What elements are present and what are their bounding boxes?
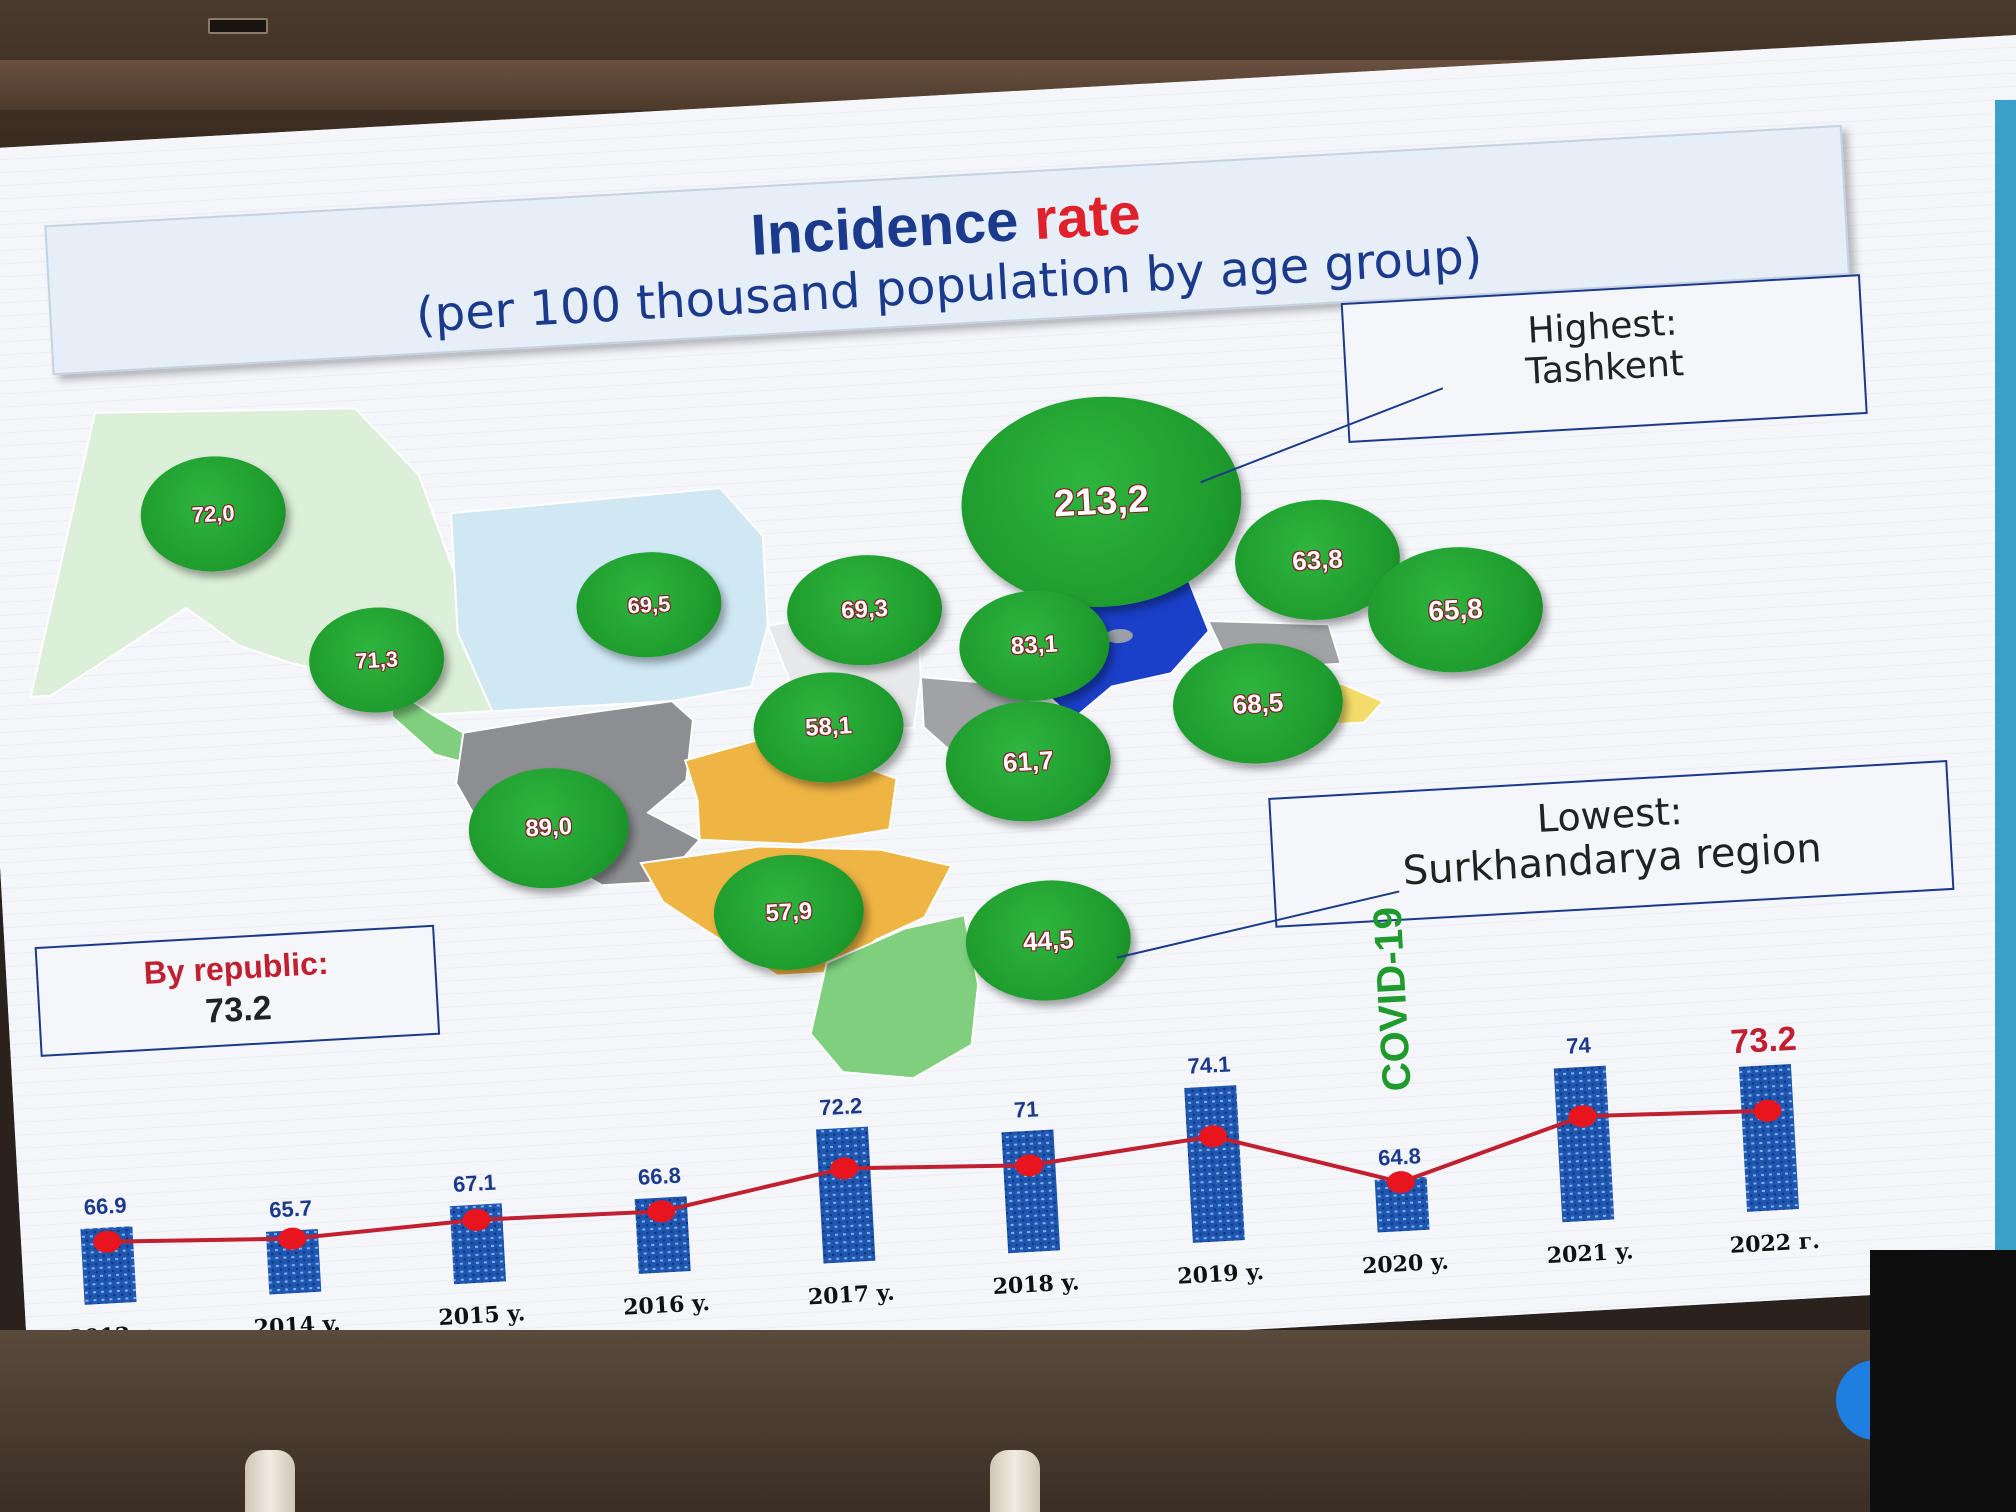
chart-category-label: 2019 y. bbox=[1177, 1259, 1265, 1290]
laptop-foreground bbox=[1870, 1250, 2016, 1512]
chart-value-label: 74.1 bbox=[1187, 1051, 1231, 1078]
chart-category-label: 2022 г. bbox=[1729, 1228, 1820, 1259]
chart-category-label: 2020 y. bbox=[1361, 1249, 1449, 1280]
ceiling-light bbox=[208, 18, 268, 34]
regions-map: 72,0 71,3 69,5 69,3 213,2 63,8 83,1 65,8… bbox=[0, 274, 1955, 1179]
chart-point bbox=[647, 1200, 676, 1223]
chart-bar bbox=[1553, 1065, 1615, 1223]
chart-bar bbox=[1374, 1176, 1430, 1233]
chart-point bbox=[1568, 1105, 1597, 1128]
chart-point bbox=[1386, 1171, 1415, 1194]
chart-category-label: 2018 y. bbox=[992, 1269, 1080, 1300]
highest-callout: Highest: Tashkent bbox=[1340, 274, 1868, 443]
water-bottle-center bbox=[990, 1450, 1040, 1512]
chart-value-label: 64.8 bbox=[1377, 1143, 1421, 1170]
chart-value-label: 66.9 bbox=[83, 1192, 127, 1219]
chart-point bbox=[830, 1157, 859, 1180]
water-bottle-left bbox=[245, 1450, 295, 1512]
region-surkhandarya bbox=[809, 913, 980, 1080]
chart-category-label: 2016 y. bbox=[623, 1290, 711, 1321]
tashkent-city-marker bbox=[1104, 629, 1133, 644]
chart-bar bbox=[265, 1229, 322, 1295]
chart-point bbox=[278, 1227, 307, 1250]
chart-bar bbox=[1184, 1085, 1245, 1243]
chart-category-label: 2021 y. bbox=[1546, 1238, 1634, 1269]
projection-screen: Incidence rate (per 100 thousand populat… bbox=[0, 35, 2016, 1399]
chart-trend-line bbox=[107, 1108, 1768, 1244]
chart-point bbox=[1753, 1099, 1782, 1122]
chart-category-label: 2017 y. bbox=[807, 1280, 895, 1311]
chart-value-label: 74 bbox=[1566, 1032, 1593, 1058]
chart-bar bbox=[816, 1126, 876, 1264]
chart-point bbox=[1015, 1154, 1044, 1177]
chart-value-label: 65.7 bbox=[269, 1195, 313, 1222]
title-part-2: rate bbox=[1032, 181, 1143, 253]
republic-callout: By republic: 73.2 bbox=[34, 924, 441, 1057]
chart-value-label: 71 bbox=[1013, 1096, 1039, 1122]
chart-bar bbox=[1001, 1129, 1061, 1254]
chart-value-label: 66.8 bbox=[637, 1163, 681, 1190]
chart-value-label: 67.1 bbox=[452, 1170, 496, 1197]
chart-point bbox=[462, 1208, 491, 1231]
chart-category-label: 2015 y. bbox=[438, 1300, 526, 1331]
chart-bar bbox=[1738, 1064, 1799, 1212]
screen-side-panel bbox=[1995, 100, 2016, 1280]
chart-value-label: 72.2 bbox=[819, 1093, 863, 1120]
chart-value-label: 73.2 bbox=[1729, 1020, 1797, 1062]
chart-point bbox=[1199, 1125, 1228, 1148]
chart-point bbox=[93, 1230, 122, 1253]
